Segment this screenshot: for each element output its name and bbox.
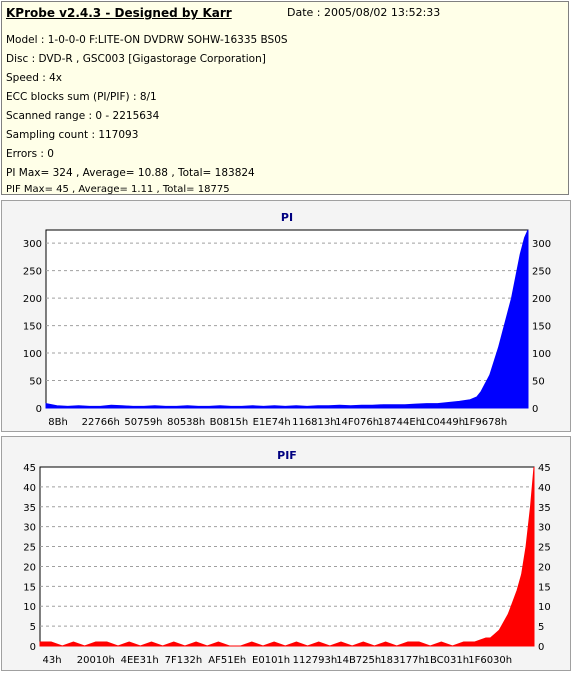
y-tick-label-right: 50 bbox=[532, 377, 545, 388]
y-tick-label-left: 10 bbox=[23, 602, 36, 613]
y-tick-label-right: 5 bbox=[538, 622, 544, 633]
x-tick-label: 18744Eh bbox=[378, 417, 422, 428]
y-tick-label-left: 20 bbox=[23, 562, 36, 573]
pi-chart: PI 0 0 50 50 100 100 150 150 200 200 250 250 300 300 8B… bbox=[23, 211, 551, 428]
info-speed: Speed : 4x bbox=[6, 72, 63, 84]
y-tick-label-left: 100 bbox=[23, 349, 42, 360]
app-title: KProbe v2.4.3 - Designed by Karr bbox=[6, 6, 232, 20]
y-tick-label-right: 45 bbox=[538, 463, 551, 474]
y-tick-label-left: 25 bbox=[23, 543, 36, 554]
x-tick-label: 14F076h bbox=[335, 417, 379, 428]
y-tick-label-left: 50 bbox=[29, 377, 42, 388]
info-pi-summary: PI Max= 324 , Average= 10.88 , Total= 18… bbox=[6, 167, 255, 179]
y-tick-label-left: 40 bbox=[23, 483, 36, 494]
x-tick-label: 43h bbox=[42, 655, 61, 666]
y-tick-label-left: 45 bbox=[23, 463, 36, 474]
info-model: Model : 1-0-0-0 F:LITE-ON DVDRW SOHW-163… bbox=[6, 34, 288, 46]
y-tick-label-right: 100 bbox=[532, 349, 551, 360]
x-tick-label: 112793h bbox=[293, 655, 338, 666]
info-panel: KProbe v2.4.3 - Designed by Karr Date : … bbox=[1, 1, 569, 195]
x-tick-label: 7F132h bbox=[165, 655, 203, 666]
x-tick-label: 1BC031h bbox=[424, 655, 469, 666]
info-range: Scanned range : 0 - 2215634 bbox=[6, 110, 160, 122]
y-tick-label-left: 250 bbox=[23, 267, 42, 278]
x-tick-label: B0815h bbox=[210, 417, 249, 428]
y-tick-label-right: 10 bbox=[538, 602, 551, 613]
x-tick-label: 20010h bbox=[77, 655, 115, 666]
x-tick-label: 1C0449h bbox=[420, 417, 465, 428]
x-tick-label: 22766h bbox=[82, 417, 120, 428]
y-tick-label-right: 200 bbox=[532, 294, 551, 305]
y-tick-label-right: 0 bbox=[538, 642, 544, 653]
x-tick-label: 1F6030h bbox=[468, 655, 512, 666]
y-tick-label-left: 15 bbox=[23, 582, 36, 593]
x-tick-label: E1E74h bbox=[253, 417, 291, 428]
y-tick-label-left: 0 bbox=[30, 642, 36, 653]
x-tick-label: 50759h bbox=[124, 417, 162, 428]
plot-area bbox=[45, 229, 529, 409]
y-tick-label-right: 40 bbox=[538, 483, 551, 494]
x-tick-label: E0101h bbox=[252, 655, 290, 666]
y-tick-label-left: 5 bbox=[30, 622, 36, 633]
x-tick-label: 116813h bbox=[292, 417, 337, 428]
y-tick-label-right: 250 bbox=[532, 267, 551, 278]
y-tick-label-left: 30 bbox=[23, 523, 36, 534]
x-tick-label: 183177h bbox=[380, 655, 425, 666]
info-ecc: ECC blocks sum (PI/PIF) : 8/1 bbox=[6, 91, 157, 103]
plot-area bbox=[39, 466, 535, 647]
y-tick-label-left: 300 bbox=[23, 239, 42, 250]
x-tick-label: 1F9678h bbox=[463, 417, 507, 428]
series-area bbox=[45, 229, 529, 409]
y-tick-label-right: 150 bbox=[532, 322, 551, 333]
x-tick-label: 4EE31h bbox=[121, 655, 159, 666]
series-area bbox=[39, 466, 535, 647]
x-tick-label: 8Bh bbox=[48, 417, 68, 428]
x-tick-label: AF51Eh bbox=[208, 655, 246, 666]
x-tick-label: 80538h bbox=[167, 417, 205, 428]
pif-chart-panel: PIF 0 0 5 5 10 10 15 15 20 20 25 25 30 30 35 35 40 40 45 45 4… bbox=[1, 436, 571, 671]
y-tick-label-left: 200 bbox=[23, 294, 42, 305]
info-disc: Disc : DVD-R , GSC003 [Gigastorage Corpo… bbox=[6, 53, 266, 65]
info-sampling: Sampling count : 117093 bbox=[6, 129, 139, 141]
y-tick-label-left: 35 bbox=[23, 503, 36, 514]
y-tick-label-right: 300 bbox=[532, 239, 551, 250]
y-tick-label-right: 35 bbox=[538, 503, 551, 514]
y-tick-label-right: 20 bbox=[538, 562, 551, 573]
x-tick-label: 14B725h bbox=[336, 655, 381, 666]
chart-title: PIF bbox=[277, 449, 297, 462]
chart-title: PI bbox=[281, 211, 293, 224]
y-tick-label-left: 150 bbox=[23, 322, 42, 333]
info-pif-summary: PIF Max= 45 , Average= 1.11 , Total= 187… bbox=[6, 184, 230, 195]
y-tick-label-right: 15 bbox=[538, 582, 551, 593]
info-errors: Errors : 0 bbox=[6, 148, 54, 160]
y-tick-label-left: 0 bbox=[36, 404, 42, 415]
scan-date: Date : 2005/08/02 13:52:33 bbox=[287, 6, 441, 19]
pif-chart: PIF 0 0 5 5 10 10 15 15 20 20 25 25 30 30 35 35 40 40 45 45 4… bbox=[23, 449, 551, 666]
pi-chart-panel: PI 0 0 50 50 100 100 150 150 200 200 250 250 300 300 8B… bbox=[1, 200, 571, 432]
y-tick-label-right: 30 bbox=[538, 523, 551, 534]
y-tick-label-right: 0 bbox=[532, 404, 538, 415]
y-tick-label-right: 25 bbox=[538, 543, 551, 554]
